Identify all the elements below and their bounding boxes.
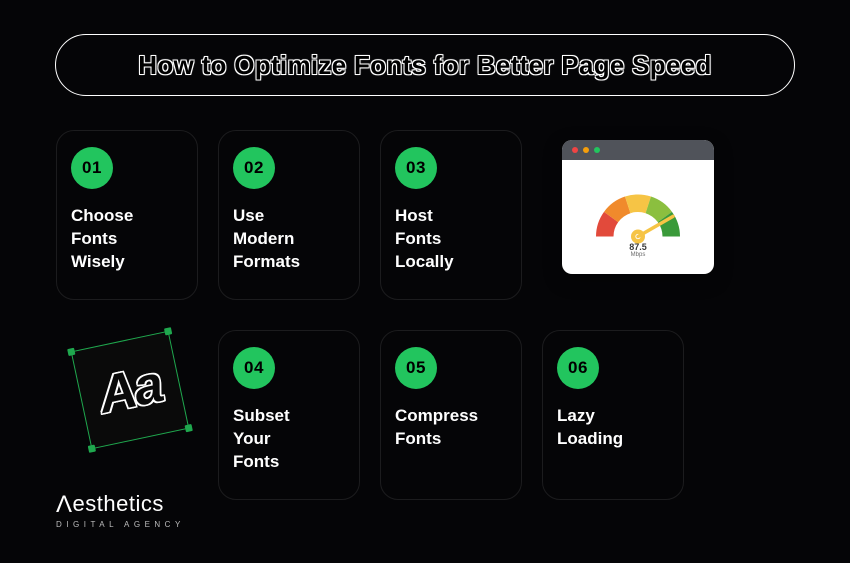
step-badge: 04 — [233, 347, 275, 389]
step-label: Compress Fonts — [395, 405, 507, 451]
gauge-readout: 87.5 — [629, 243, 647, 252]
step-label: Host Fonts Locally — [395, 205, 507, 274]
page-title-pill: How to Optimize Fonts for Better Page Sp… — [55, 34, 795, 96]
brand-logo: Λesthetics DIGITAL AGENCY — [56, 490, 185, 529]
gauge-titlebar — [562, 140, 714, 160]
step-label: Use Modern Formats — [233, 205, 345, 274]
gauge-readout-unit: Mbps — [631, 252, 646, 258]
step-card-02: 02 Use Modern Formats — [218, 130, 360, 300]
step-badge: 03 — [395, 147, 437, 189]
step-badge: 05 — [395, 347, 437, 389]
window-dot — [594, 147, 600, 153]
font-glyph-box: Aa — [71, 331, 190, 450]
speed-gauge-illustration: 87.5 Mbps — [562, 140, 714, 274]
window-dot — [572, 147, 578, 153]
gauge-body: 87.5 Mbps — [562, 160, 714, 274]
brand-tagline: DIGITAL AGENCY — [56, 520, 185, 529]
page-title: How to Optimize Fonts for Better Page Sp… — [138, 50, 711, 81]
gauge-icon — [583, 177, 693, 247]
step-label: Subset Your Fonts — [233, 405, 345, 474]
step-card-01: 01 Choose Fonts Wisely — [56, 130, 198, 300]
font-glyph-illustration: Aa — [70, 330, 190, 450]
font-glyph: Aa — [93, 354, 167, 426]
brand-word: esthetics — [73, 491, 164, 516]
step-badge: 01 — [71, 147, 113, 189]
step-card-04: 04 Subset Your Fonts — [218, 330, 360, 500]
step-card-06: 06 Lazy Loading — [542, 330, 684, 500]
step-card-03: 03 Host Fonts Locally — [380, 130, 522, 300]
step-badge: 06 — [557, 347, 599, 389]
brand-name: Λesthetics — [56, 490, 185, 518]
step-badge: 02 — [233, 147, 275, 189]
window-dot — [583, 147, 589, 153]
step-card-05: 05 Compress Fonts — [380, 330, 522, 500]
step-label: Choose Fonts Wisely — [71, 205, 183, 274]
step-label: Lazy Loading — [557, 405, 669, 451]
brand-lambda-icon: Λ — [56, 491, 73, 519]
